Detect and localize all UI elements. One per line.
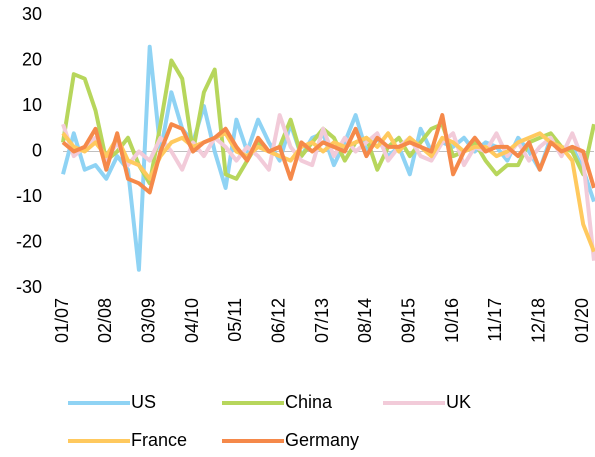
x-tick-label: 11/17 [485,298,505,342]
legend-label: US [131,392,156,412]
legend-label: UK [446,392,471,412]
x-tick-label: 02/08 [95,298,115,343]
y-tick-label: 30 [22,4,42,24]
y-tick-label: -20 [16,231,42,251]
series-line [61,113,595,195]
x-tick-label: 01/07 [52,298,72,343]
y-tick-label: 10 [22,95,42,115]
series-line [61,131,595,253]
x-tick-label: 06/12 [268,298,288,343]
x-tick-label: 10/16 [442,298,462,343]
y-tick-label: -10 [16,186,42,206]
x-tick-label: 05/11 [225,298,245,342]
x-tick-label: 01/20 [572,298,592,343]
legend-label: China [285,392,333,412]
x-tick-label: 04/10 [182,298,202,343]
legend-label: Germany [285,430,359,450]
x-tick-label: 12/18 [529,298,549,343]
y-tick-label: -30 [16,277,42,297]
x-tick-label: 08/14 [355,298,375,343]
legend-label: France [131,430,187,450]
series-line [61,44,595,272]
x-tick-label: 03/09 [138,298,158,343]
y-tick-label: 20 [22,49,42,69]
x-tick-label: 07/13 [312,298,332,343]
y-tick-label: 0 [32,140,42,160]
x-tick-label: 09/15 [399,298,419,343]
